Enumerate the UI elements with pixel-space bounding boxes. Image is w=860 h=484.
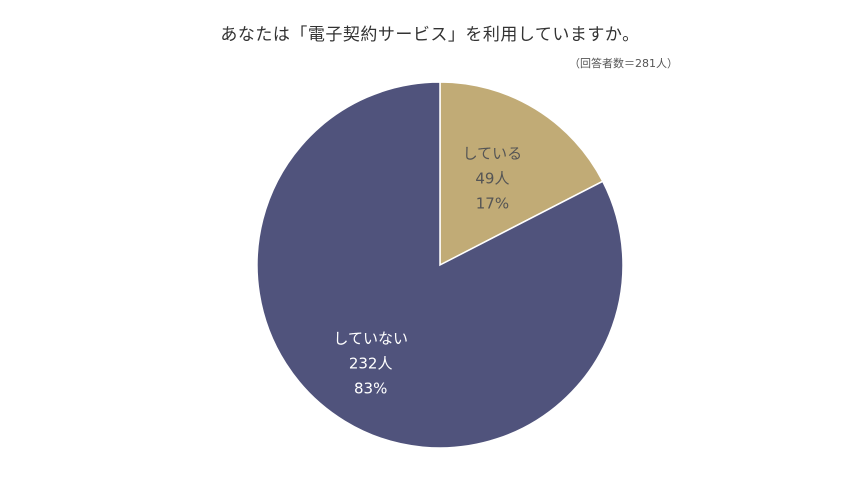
- slice-2-percent-label: 83%: [354, 380, 387, 398]
- slice-1-label-label: している: [463, 145, 523, 163]
- chart-title: あなたは「電子契約サービス」を利用していますか。: [220, 25, 640, 45]
- pie-slice-1: [439, 81, 604, 267]
- pie-slice-2: [256, 81, 624, 449]
- slice-1-percent-label: 17%: [476, 195, 509, 213]
- slice-2-count-label: 232人: [349, 355, 393, 373]
- respondent-count: （回答者数＝281人）: [569, 57, 678, 70]
- slice-1-count-label: 49人: [475, 170, 509, 188]
- slice-2-label-label: していない: [333, 330, 408, 348]
